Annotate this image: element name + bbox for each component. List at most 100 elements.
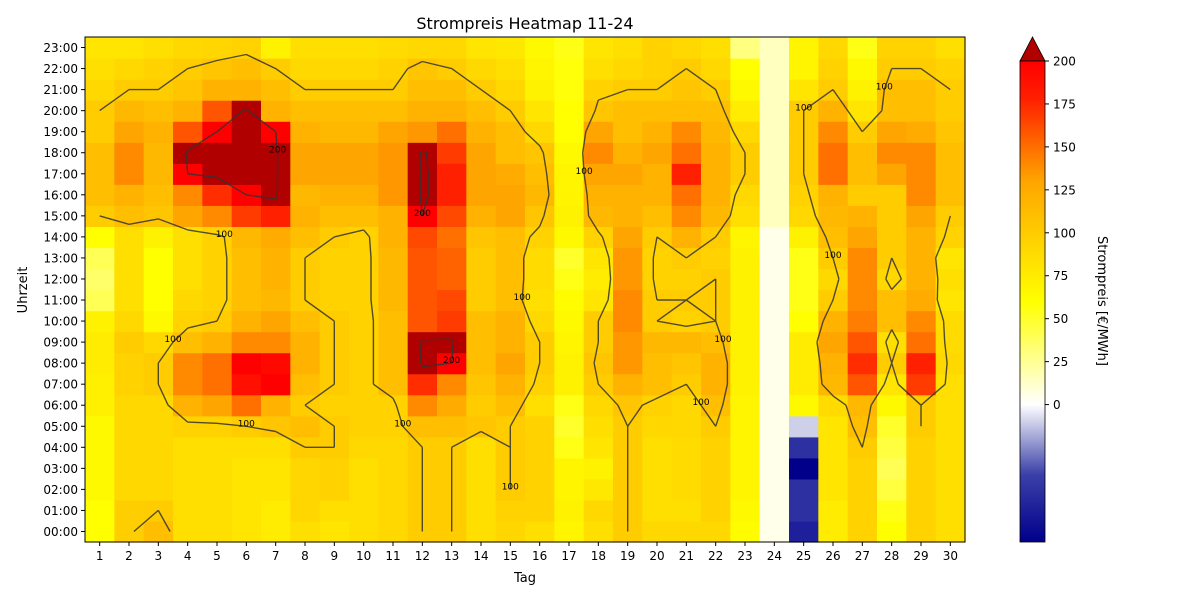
heatmap-cell [906,79,937,101]
heatmap-cell [85,520,115,543]
heatmap-cell [847,142,878,164]
heatmap-cell [701,478,731,501]
heatmap-cell [378,352,409,375]
x-tick-label: 13 [444,549,459,563]
heatmap-cell [261,289,291,312]
x-tick-label: 9 [331,549,339,563]
heatmap-cell [759,478,790,501]
heatmap-cell [290,205,321,227]
heatmap-cell [701,457,731,480]
heatmap-cell [319,184,350,206]
heatmap-cell [818,268,849,291]
heatmap-cell [671,37,702,59]
heatmap-cell [847,163,878,185]
heatmap-cell [378,520,409,543]
heatmap-cell [173,37,203,59]
heatmap-cell [935,121,966,143]
colorbar-tick-label: 200 [1053,55,1076,69]
heatmap-cell [583,58,614,80]
heatmap-cell [466,205,497,227]
heatmap-cell [407,226,438,249]
x-tick-label: 3 [155,549,163,563]
heatmap-cell [85,289,115,312]
heatmap-cell [349,58,379,80]
heatmap-cell [554,478,585,501]
heatmap-cell [789,478,819,501]
heatmap-cell [847,394,878,417]
heatmap-cell [114,226,145,249]
heatmap-cell [818,415,849,438]
heatmap-cell [877,100,907,122]
heatmap-cell [701,352,731,375]
heatmap-cell [495,331,526,354]
heatmap-cell [202,58,233,80]
heatmap-cell [759,184,790,206]
heatmap-cell [85,121,115,143]
heatmap-cell [85,268,115,291]
heatmap-cell [349,226,379,249]
heatmap-cell [231,457,262,480]
heatmap-cell [847,58,878,80]
heatmap-cell [525,163,555,185]
heatmap-cell [818,121,849,143]
heatmap-cell [701,58,731,80]
y-tick-label: 11:00 [43,294,78,308]
heatmap-cell [378,373,409,396]
heatmap-cell [173,478,203,501]
heatmap-cell [173,100,203,122]
heatmap-cell [730,79,761,101]
heatmap-cell [759,331,790,354]
heatmap-cell [759,79,790,101]
heatmap-cell [671,310,702,333]
heatmap-cell [525,100,555,122]
heatmap-cell [818,184,849,206]
heatmap-cell [290,478,321,501]
heatmap-cell [671,205,702,227]
heatmap-cell [847,226,878,249]
heatmap-cell [877,184,907,206]
heatmap-cell [525,415,555,438]
heatmap-cell [114,121,145,143]
y-tick-label: 22:00 [43,62,78,76]
heatmap-cell [407,37,438,59]
heatmap-cell [847,37,878,59]
heatmap-cell [407,163,438,185]
heatmap-cell [818,205,849,227]
heatmap-cell [613,247,643,270]
y-tick-label: 05:00 [43,420,78,434]
heatmap-cell [906,184,937,206]
heatmap-cell [437,415,467,438]
contour-label: 200 [443,356,460,366]
heatmap-cell [554,121,585,143]
contour-label: 100 [514,293,531,303]
heatmap-cell [349,352,379,375]
heatmap-cell [378,184,409,206]
heatmap-cell [437,163,467,185]
heatmap-cell [378,37,409,59]
heatmap-cell [789,205,819,227]
heatmap-cell [554,520,585,543]
heatmap-cell [935,58,966,80]
heatmap-cell [583,247,614,270]
heatmap-cell [173,394,203,417]
heatmap-cell [495,499,526,522]
heatmap-cell [85,184,115,206]
heatmap-cell [554,79,585,101]
y-tick-label: 23:00 [43,41,78,55]
heatmap-cell [583,268,614,291]
heatmap-cell [349,331,379,354]
colorbar-extend-arrow [1019,36,1046,62]
heatmap-cell [730,100,761,122]
heatmap-cell [466,394,497,417]
heatmap-cell [202,37,233,59]
colorbar-tick-label: 0 [1053,398,1061,412]
heatmap-cell [407,247,438,270]
heatmap-cell [906,247,937,270]
y-tick-label: 17:00 [43,167,78,181]
y-tick-label: 03:00 [43,462,78,476]
heatmap-cell [906,268,937,291]
heatmap-cell [759,142,790,164]
heatmap-cell [143,121,174,143]
heatmap-cell [554,310,585,333]
heatmap-cell [143,478,174,501]
